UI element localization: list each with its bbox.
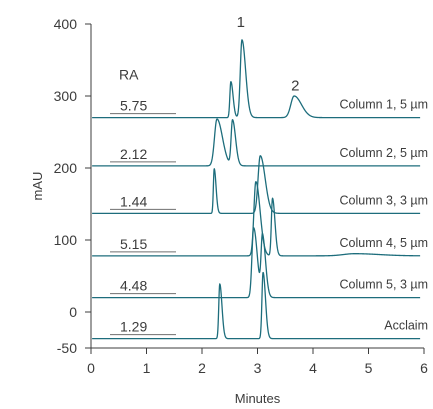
ra-value: 1.44 [120,193,147,209]
x-tick-label: 6 [420,360,428,376]
x-tick-label: 4 [309,360,317,376]
x-tick-label: 5 [365,360,373,376]
chromatogram-trace [91,227,421,299]
x-tick-label: 3 [254,360,262,376]
x-tick-label: 0 [87,360,95,376]
peak-labels: 12 [237,14,300,94]
series-label: Column 3, 3 µm [340,193,428,207]
series-label: Acclaim [384,319,428,333]
y-ticks: 400 300 200 100 0 -50 [54,16,91,356]
series-label: Column 4, 5 µm [340,236,428,250]
y-tick-label: 0 [69,304,77,320]
y-tick-label: -50 [57,340,77,356]
peak-label: 1 [237,14,245,31]
y-tick-label: 100 [54,232,78,248]
series-label: Column 1, 5 µm [340,98,428,112]
y-tick-label: 400 [54,16,78,32]
x-ticks: 0 1 2 3 4 5 6 [87,348,428,376]
column-labels: Column 1, 5 µm Column 2, 5 µm Column 3, 3 … [340,98,428,333]
x-axis-title: Minutes [235,391,281,406]
chromatogram-trace [91,39,421,119]
ra-value: 1.29 [120,319,147,335]
chromatogram-traces [91,39,421,340]
chromatogram-trace [91,271,421,340]
series-label: Column 5, 3 µm [340,278,428,292]
x-tick-label: 1 [143,360,151,376]
ra-value: 5.75 [120,98,147,114]
y-axis-title: mAU [30,172,45,201]
chromatogram-trace [91,118,421,167]
series-label: Column 2, 5 µm [340,146,428,160]
ra-value: 2.12 [120,146,147,162]
ra-header: RA [119,66,139,82]
ra-value: 4.48 [120,278,147,294]
chromatogram-trace [91,181,421,257]
y-tick-label: 300 [54,88,78,104]
x-tick-label: 2 [198,360,206,376]
chromatogram-trace [91,155,421,215]
ra-value: 5.15 [120,236,147,252]
ra-values: 5.75 2.12 1.44 5.15 4.48 1.29 [110,98,176,336]
peak-label: 2 [291,77,299,94]
y-tick-label: 200 [54,160,78,176]
